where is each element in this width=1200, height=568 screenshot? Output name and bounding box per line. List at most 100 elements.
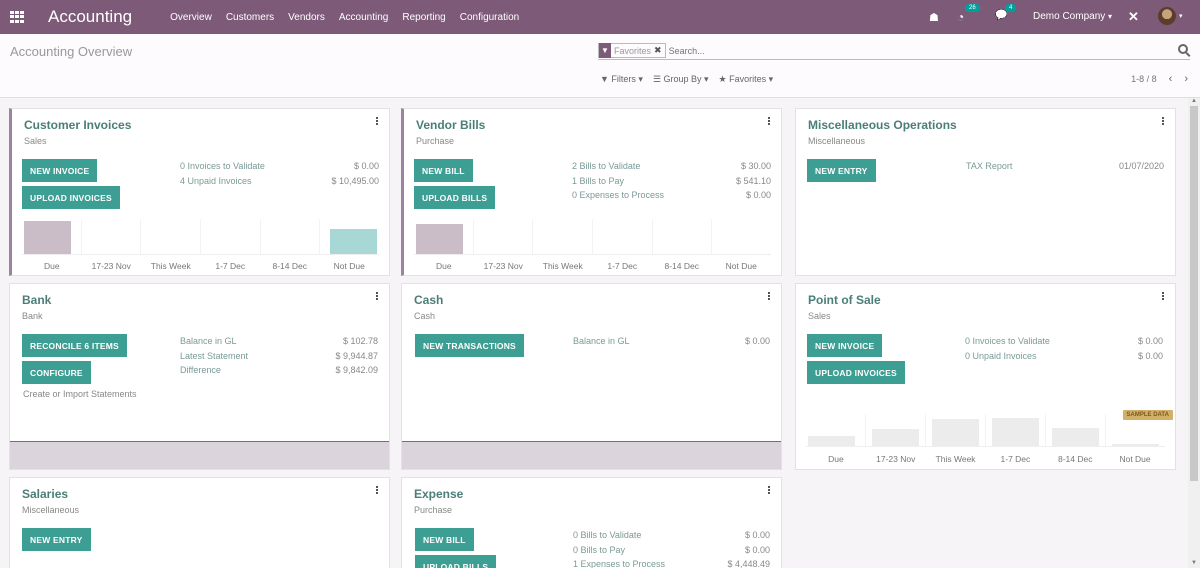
kebab-menu-icon[interactable]: [376, 486, 379, 494]
activity-icon[interactable]: ◔ 26: [957, 4, 980, 24]
new-transactions-button[interactable]: NEW TRANSACTIONS: [415, 334, 524, 357]
remove-facet-icon[interactable]: ✖: [654, 45, 662, 55]
group-by-dropdown[interactable]: ☰ Group By ▾: [652, 74, 709, 84]
journal-card-customer-invoices: Customer Invoices Sales NEW INVOICE UPLO…: [9, 108, 390, 276]
chart-bar-due[interactable]: [416, 224, 463, 254]
card-title[interactable]: Expense: [414, 487, 464, 501]
chart-label: This Week: [542, 261, 583, 271]
stat-row[interactable]: 0 Unpaid Invoices $ 0.00: [965, 351, 1163, 366]
new-bill-button[interactable]: NEW BILL: [415, 528, 474, 551]
apps-menu-icon[interactable]: [10, 11, 24, 23]
stat-row[interactable]: Balance in GL $ 102.78: [180, 336, 378, 351]
card-title[interactable]: Customer Invoices: [24, 118, 132, 132]
vertical-scrollbar[interactable]: ▲ ▼: [1188, 98, 1200, 568]
upload-invoices-button[interactable]: UPLOAD INVOICES: [22, 186, 120, 209]
card-title[interactable]: Cash: [414, 293, 444, 307]
stat-value: $ 10,495.00: [331, 175, 379, 186]
search-icon[interactable]: [1178, 44, 1188, 54]
stat-label: 0 Invoices to Validate: [965, 336, 1050, 346]
new-invoice-button[interactable]: NEW INVOICE: [22, 159, 98, 182]
card-subtitle: Purchase: [416, 136, 455, 146]
chart-bar[interactable]: [808, 436, 855, 446]
menu-configuration[interactable]: Configuration: [459, 11, 520, 23]
pager-value[interactable]: 1-8 / 8: [1131, 74, 1157, 84]
menu-vendors[interactable]: Vendors: [288, 11, 325, 23]
chart-bar[interactable]: [1112, 444, 1159, 446]
reconcile-items-button[interactable]: RECONCILE 6 ITEMS: [22, 334, 127, 357]
stat-row[interactable]: 0 Invoices to Validate $ 0.00: [965, 336, 1163, 351]
scrollbar-thumb[interactable]: [1190, 106, 1198, 481]
stat-row[interactable]: 0 Bills to Validate $ 0.00: [573, 530, 770, 545]
app-name[interactable]: Accounting: [48, 7, 133, 26]
new-entry-button[interactable]: NEW ENTRY: [22, 528, 91, 551]
favorites-dropdown[interactable]: ★ Favorites ▾: [718, 74, 774, 84]
chart-label: Due: [828, 454, 844, 464]
kebab-menu-icon[interactable]: [768, 486, 771, 494]
menu-accounting[interactable]: Accounting: [338, 11, 389, 23]
chart-label: 17-23 Nov: [91, 261, 131, 271]
stat-value: $ 0.00: [744, 530, 770, 540]
stat-row[interactable]: Difference $ 9,842.09: [180, 365, 378, 380]
journal-card-point-of-sale: Point of Sale Sales NEW INVOICE UPLOAD I…: [795, 283, 1176, 470]
kebab-menu-icon[interactable]: [1162, 292, 1165, 300]
kebab-menu-icon[interactable]: [376, 117, 379, 125]
configure-button[interactable]: CONFIGURE: [22, 361, 91, 384]
card-title[interactable]: Salaries: [22, 487, 69, 501]
stat-value: $ 0.00: [353, 161, 379, 171]
stat-label: 2 Bills to Validate: [572, 161, 641, 171]
menu-overview[interactable]: Overview: [170, 11, 212, 23]
upload-bills-button[interactable]: UPLOAD BILLS: [414, 186, 496, 209]
stat-row[interactable]: 0 Bills to Pay $ 0.00: [573, 545, 770, 560]
chart-bar-due[interactable]: [24, 221, 71, 254]
card-stats: Balance in GL $ 102.78 Latest Statement $ …: [180, 336, 378, 380]
pager-previous-button[interactable]: ‹: [1168, 73, 1173, 85]
sample-aged-chart[interactable]: Due 17-23 Nov This Week 1-7 Dec 8-14 Dec…: [806, 414, 1165, 469]
aged-receivable-chart[interactable]: Due 17-23 Nov This Week 1-7 Dec 8-14 Dec…: [22, 219, 379, 274]
kebab-menu-icon[interactable]: [376, 292, 379, 300]
menu-customers[interactable]: Customers: [225, 11, 275, 23]
stat-label: 1 Expenses to Process: [573, 559, 666, 568]
new-bill-button[interactable]: NEW BILL: [414, 159, 473, 182]
pager-next-button[interactable]: ›: [1184, 73, 1188, 85]
card-title[interactable]: Vendor Bills: [416, 118, 486, 132]
chart-bar[interactable]: [932, 419, 979, 446]
company-switcher[interactable]: Demo Company ▾: [1033, 11, 1112, 22]
chart-bar-not-due[interactable]: [330, 229, 378, 254]
create-import-statements-link[interactable]: Create or Import Statements: [23, 389, 137, 399]
card-title[interactable]: Bank: [22, 293, 52, 307]
kebab-menu-icon[interactable]: [1162, 117, 1165, 125]
scroll-down-arrow-icon[interactable]: ▼: [1191, 560, 1197, 566]
stat-row[interactable]: 4 Unpaid Invoices $ 10,495.00: [180, 176, 379, 191]
close-icon[interactable]: ✕: [1128, 9, 1139, 24]
chart-bar[interactable]: [992, 418, 1039, 446]
upload-bills-button[interactable]: UPLOAD BILLS: [415, 555, 497, 568]
new-invoice-button[interactable]: NEW INVOICE: [807, 334, 883, 357]
stat-row[interactable]: 1 Bills to Pay $ 541.10: [572, 176, 771, 191]
menu-reporting[interactable]: Reporting: [402, 11, 446, 23]
user-menu[interactable]: ▾: [1158, 7, 1183, 25]
stat-row[interactable]: 1 Expenses to Process $ 4,448.49: [573, 559, 770, 568]
filters-dropdown[interactable]: ▼ Filters ▾: [600, 74, 643, 84]
stat-row[interactable]: 0 Expenses to Process $ 0.00: [572, 190, 771, 205]
stat-value: $ 0.00: [744, 336, 770, 346]
kebab-menu-icon[interactable]: [768, 117, 771, 125]
card-title[interactable]: Miscellaneous Operations: [808, 118, 957, 132]
messages-icon[interactable]: 💬 4: [995, 4, 1017, 21]
chart-bar[interactable]: [872, 429, 919, 446]
stat-row[interactable]: TAX Report 01/07/2020: [966, 161, 1164, 176]
upload-invoices-button[interactable]: UPLOAD INVOICES: [807, 361, 905, 384]
bell-icon[interactable]: ☗: [929, 12, 939, 24]
stat-row[interactable]: 2 Bills to Validate $ 30.00: [572, 161, 771, 176]
control-panel: Accounting Overview ▼ Favorites ✖ ▼ Filt…: [0, 34, 1200, 98]
search-input[interactable]: [668, 45, 1190, 56]
scroll-up-arrow-icon[interactable]: ▲: [1191, 98, 1197, 104]
stat-label: 0 Expenses to Process: [572, 190, 665, 200]
new-entry-button[interactable]: NEW ENTRY: [807, 159, 876, 182]
aged-payable-chart[interactable]: Due 17-23 Nov This Week 1-7 Dec 8-14 Dec…: [414, 219, 771, 274]
kebab-menu-icon[interactable]: [768, 292, 771, 300]
chart-bar[interactable]: [1052, 428, 1099, 446]
stat-row[interactable]: 0 Invoices to Validate $ 0.00: [180, 161, 379, 176]
stat-row[interactable]: Balance in GL $ 0.00: [573, 336, 770, 351]
card-title[interactable]: Point of Sale: [808, 293, 881, 307]
stat-row[interactable]: Latest Statement $ 9,944.87: [180, 351, 378, 366]
